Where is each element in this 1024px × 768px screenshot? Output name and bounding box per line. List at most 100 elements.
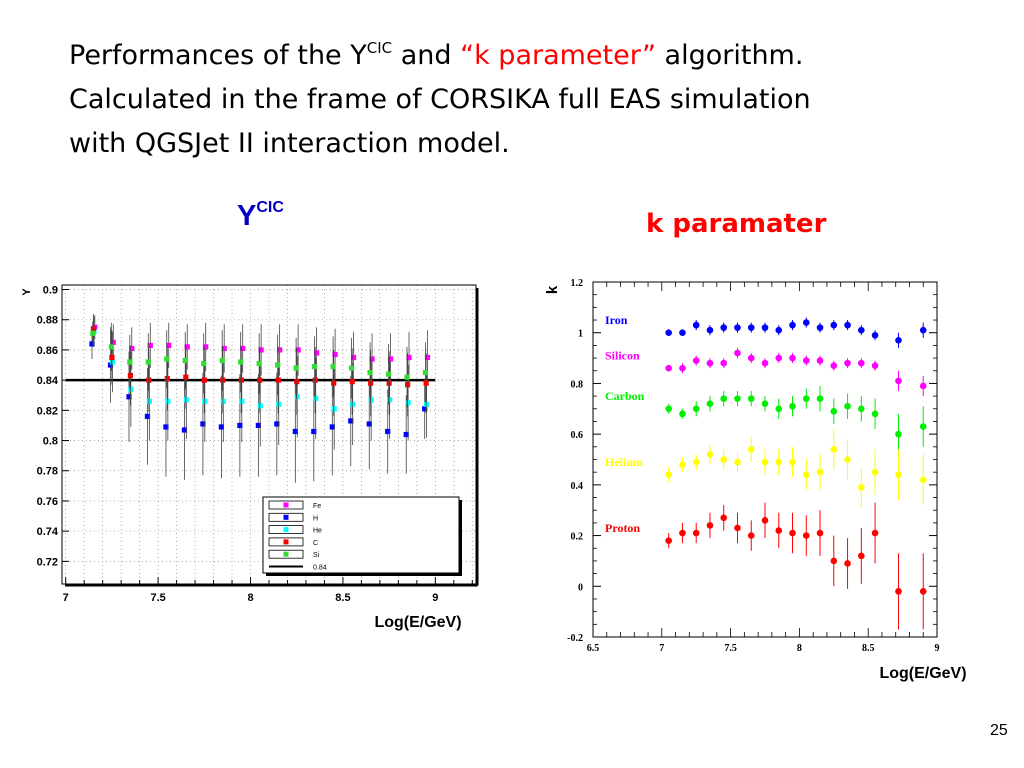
point-c [423,380,429,386]
point-proton [692,529,700,537]
left-xtick-label: 8 [247,592,253,604]
heading-y-symbol: Y [350,40,367,71]
point-he [313,395,319,401]
point-carbon [895,430,902,438]
point-c [201,377,207,383]
point-carbon [692,405,700,413]
point-helium [775,458,783,466]
point-si [385,371,392,377]
point-c [90,326,97,332]
point-si [219,357,225,364]
point-silicon [679,364,686,372]
point-silicon [895,377,902,385]
point-carbon [747,395,755,402]
ycic-title-symbol: Y [237,200,257,232]
right-xtick-label: 8.5 [862,643,875,654]
point-fe [184,344,190,350]
left-ytick-label: 0.74 [37,526,59,538]
right-xtick-label: 7 [659,643,664,654]
point-fe [277,347,283,353]
point-si [108,344,114,350]
legend-box [262,496,460,574]
heading-line-3: with QGSJet II interaction model. [69,128,510,159]
point-carbon [871,410,879,418]
point-proton [775,527,783,534]
point-silicon [775,354,783,362]
legend-label-fe: Fe [313,503,321,510]
point-fe [110,339,116,345]
point-proton [789,529,796,537]
point-carbon [844,402,851,410]
right-ytick-label: 0.2 [571,532,584,543]
point-si [201,360,207,367]
point-silicon [761,359,769,367]
left-ytick-label: 0.78 [37,466,58,478]
point-c [386,380,392,386]
point-carbon [789,402,796,410]
right-xtick-label: 7.5 [724,643,737,654]
point-h [385,428,391,435]
point-c [164,376,170,382]
series-label-carbon: Carbon [605,389,645,403]
point-he [109,359,116,365]
heading-k-parameter: “k parameter” [460,40,656,71]
point-h [311,428,317,435]
point-iron [816,324,824,331]
point-proton [802,532,810,539]
point-fe [295,347,301,353]
point-iron [679,329,686,337]
point-h [163,424,169,430]
point-c [127,373,133,379]
right-y-axis-label: k [544,285,561,294]
series-label-proton: Proton [605,521,640,535]
point-proton [747,532,755,539]
point-silicon [844,359,851,367]
left-xtick-label: 7 [63,592,69,604]
point-iron [761,324,769,331]
point-si [422,369,429,376]
point-he [331,406,337,412]
point-helium [747,446,755,453]
point-silicon [858,359,865,367]
point-he [276,401,282,407]
point-si [164,356,170,362]
heading-text-2: and [392,40,461,71]
point-h [89,341,95,347]
point-si [90,330,96,336]
ycic-title-superscript: CIC [256,199,284,216]
point-carbon [802,395,810,402]
point-h [200,421,206,427]
point-h [107,362,114,368]
right-xtick-label: 6.5 [587,643,600,654]
page-number: 25 [990,722,1008,739]
point-si [367,369,373,376]
point-iron [844,321,851,329]
point-silicon [692,357,700,364]
point-iron [775,326,783,334]
point-he [146,398,152,404]
point-helium [802,471,810,479]
point-carbon [720,395,728,402]
point-c [405,382,411,388]
point-helium [830,446,838,453]
point-helium [706,451,714,458]
heading-line-1: Performances of the YCIC and “k paramete… [69,34,1009,78]
legend-label-si: Si [313,552,320,559]
point-he [423,401,430,407]
point-fe [203,344,209,350]
point-helium [761,458,769,466]
point-carbon [816,395,824,402]
point-fe [166,342,172,349]
point-carbon [665,405,672,413]
left-xtick-label: 8.5 [335,592,350,604]
point-helium [816,468,824,476]
point-h [144,413,151,419]
point-si [145,359,151,365]
ycic-chart-title: YCIC [237,200,284,233]
point-he [239,398,245,404]
point-carbon [858,405,865,413]
point-he [128,386,134,392]
legend-label-he: He [313,528,322,535]
point-si [293,365,299,371]
point-c [368,380,374,386]
